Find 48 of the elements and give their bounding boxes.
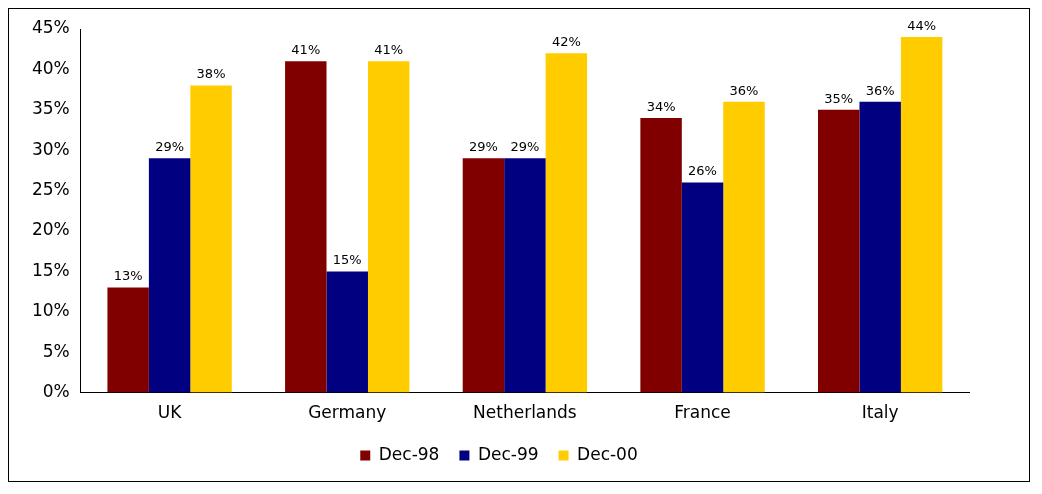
y-tick-label: 45%	[31, 17, 70, 38]
data-label: 36%	[729, 82, 759, 98]
x-tick-label: France	[674, 402, 731, 423]
data-label: 15%	[332, 252, 362, 268]
bar	[818, 109, 860, 393]
bar	[190, 85, 232, 393]
legend-label: Dec-98	[378, 443, 440, 464]
legend-label: Dec-99	[477, 443, 539, 464]
y-tick-label: 5%	[42, 340, 70, 361]
bar	[148, 158, 191, 393]
bar	[640, 117, 682, 393]
data-label: 41%	[291, 42, 321, 58]
bar	[285, 61, 327, 393]
y-tick-label: 40%	[31, 57, 70, 78]
y-tick-label: 35%	[31, 98, 70, 119]
bar	[326, 271, 368, 393]
bar	[859, 101, 901, 393]
bar	[681, 182, 724, 393]
data-label: 38%	[196, 66, 226, 82]
data-label: 44%	[907, 17, 937, 33]
bar	[107, 287, 149, 393]
bar	[367, 61, 410, 393]
x-tick-label: Italy	[861, 402, 899, 423]
x-tick-label: Germany	[308, 402, 387, 423]
x-tick-label: Netherlands	[473, 402, 577, 423]
data-label: 13%	[113, 268, 143, 284]
data-label: 41%	[374, 42, 404, 58]
data-label: 29%	[155, 139, 185, 155]
y-tick-label: 0%	[42, 381, 70, 402]
data-label: 36%	[865, 82, 895, 98]
bar	[723, 101, 765, 393]
data-label: 29%	[468, 139, 498, 155]
y-tick-label: 20%	[31, 219, 70, 240]
bar	[900, 37, 943, 393]
y-tick-label: 15%	[31, 259, 70, 280]
data-label: 35%	[824, 90, 854, 106]
bar	[545, 53, 588, 393]
bar	[462, 158, 505, 393]
x-tick-label: UK	[157, 402, 183, 423]
data-label: 29%	[510, 139, 540, 155]
legend-label: Dec-00	[577, 443, 638, 464]
y-tick-label: 30%	[31, 138, 70, 159]
data-label: 34%	[646, 98, 676, 114]
data-label: 26%	[688, 163, 717, 179]
y-tick-label: 10%	[31, 300, 70, 321]
y-tick-label: 25%	[31, 179, 70, 200]
data-label: 42%	[551, 34, 581, 50]
bar	[504, 158, 546, 393]
